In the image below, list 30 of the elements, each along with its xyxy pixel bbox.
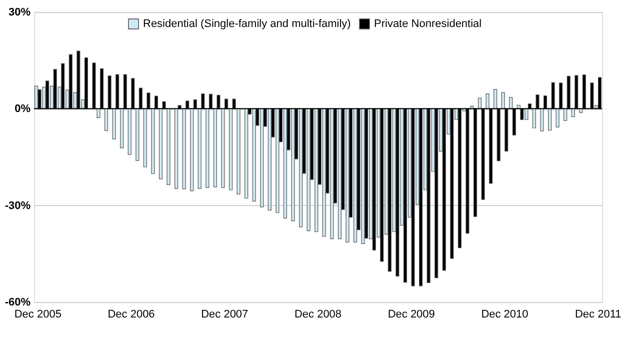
- bar: [306, 108, 310, 232]
- bar: [166, 108, 170, 186]
- x-tick-label: Dec 2005: [14, 308, 62, 320]
- bar: [136, 108, 140, 161]
- bar: [564, 108, 568, 121]
- bar: [548, 108, 552, 131]
- y-tick-label: 0%: [14, 103, 31, 116]
- bar: [174, 108, 178, 189]
- bar: [283, 108, 288, 219]
- legend-label: Private Nonresidential: [374, 18, 482, 30]
- bar: [509, 97, 513, 109]
- bar: [206, 108, 210, 188]
- bar: [190, 108, 194, 192]
- bar: [120, 108, 124, 148]
- legend-label: Residential (Single-family and multi-family): [143, 18, 351, 30]
- x-tick-label: Dec 2006: [108, 308, 155, 320]
- x-tick-label: Dec 2010: [481, 308, 528, 320]
- bar: [244, 108, 248, 199]
- x-tick-label: Dec 2007: [201, 308, 248, 320]
- x-tick-label: Dec 2009: [388, 308, 435, 320]
- y-tick-label: 30%: [8, 6, 31, 18]
- y-tick-label: -60%: [4, 296, 31, 308]
- bar: [236, 108, 240, 194]
- x-tick-label: Dec 2008: [294, 308, 342, 320]
- bar: [494, 89, 498, 109]
- x-tick-label: Dec 2011: [574, 308, 622, 320]
- bar: [268, 108, 272, 210]
- y-tick-label: -30%: [4, 200, 31, 212]
- bar: [104, 108, 108, 131]
- bar: [252, 108, 256, 202]
